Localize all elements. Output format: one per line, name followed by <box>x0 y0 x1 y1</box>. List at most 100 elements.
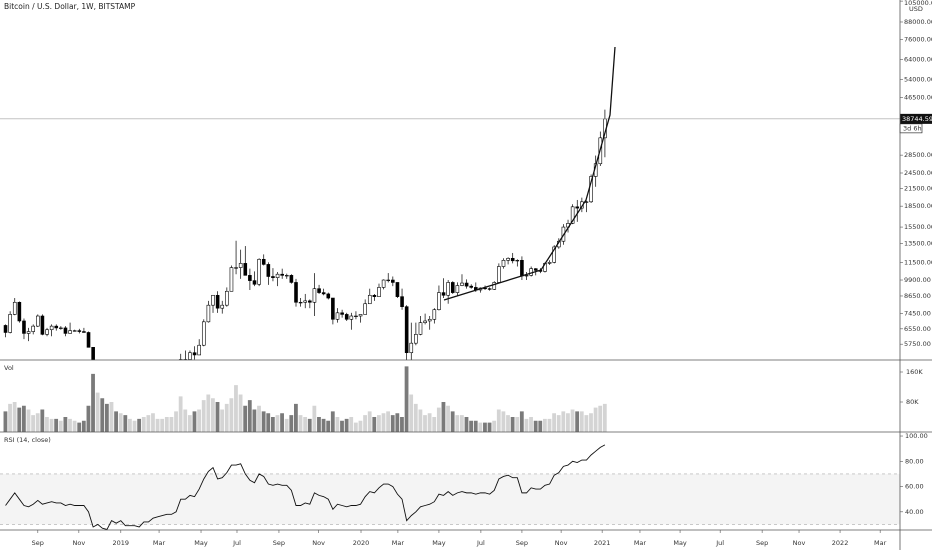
candle-body <box>45 329 49 335</box>
rsi-tick-label: 40.00 <box>905 508 924 516</box>
candle-body <box>252 280 257 285</box>
candle-body <box>225 290 229 306</box>
volume-bar <box>45 417 49 432</box>
volume-bar <box>294 403 298 432</box>
volume-bar <box>211 398 215 432</box>
candle-body <box>552 246 557 263</box>
rsi-band <box>0 473 900 525</box>
volume-bar <box>330 411 335 432</box>
candle-body <box>59 327 63 329</box>
x-tick-label: May <box>673 539 687 547</box>
candle-body <box>192 352 197 356</box>
volume-label: Vol <box>4 364 14 372</box>
candle-body <box>464 282 469 287</box>
volume-bar <box>404 366 409 432</box>
volume-bar <box>506 415 510 432</box>
volume-bar <box>95 392 100 432</box>
volume-bar <box>238 394 243 432</box>
volume-bar <box>118 413 123 432</box>
candle-body <box>220 304 225 309</box>
volume-bar <box>40 409 45 432</box>
volume-bar <box>515 417 520 432</box>
y-tick-label: 64000.00 <box>904 56 932 64</box>
rsi-line <box>5 444 606 530</box>
volume-bar <box>326 420 331 432</box>
volume-bar <box>58 420 63 432</box>
candle-body <box>234 267 238 269</box>
volume-bar <box>542 418 547 432</box>
candle-body <box>381 279 386 288</box>
volume-bar <box>307 418 312 432</box>
candle-body <box>437 292 441 311</box>
volume-bar <box>275 415 280 432</box>
rsi-label: RSI (14, close) <box>4 436 51 444</box>
candle-body <box>358 314 363 317</box>
candle-body <box>400 296 404 307</box>
volume-bar <box>598 405 603 432</box>
candle-body <box>86 332 91 348</box>
volume-bar <box>469 420 474 432</box>
candle-body <box>414 334 418 344</box>
volume-bar <box>100 398 105 432</box>
volume-bar <box>68 418 72 432</box>
y-tick-label: 6550.00 <box>904 325 931 333</box>
candle-body <box>455 285 460 293</box>
candle-body <box>8 314 12 333</box>
volume-bar <box>510 417 515 432</box>
candle-body <box>469 285 474 288</box>
volume-bar <box>160 418 165 432</box>
y-tick-label: 7450.00 <box>904 310 931 318</box>
candle-body <box>289 275 294 283</box>
candle-body <box>298 301 303 304</box>
x-tick-label: May <box>432 539 446 547</box>
candle-body <box>271 276 275 278</box>
volume-bar <box>31 415 35 432</box>
volume-bar <box>247 400 252 432</box>
rsi-tick-label: 80.00 <box>905 457 924 465</box>
candle-body <box>77 330 82 332</box>
volume-bar <box>298 415 303 432</box>
y-tick-label: 24500.00 <box>904 169 932 177</box>
candle-body <box>335 312 340 320</box>
volume-bar <box>455 415 460 432</box>
volume-bar <box>492 420 497 432</box>
candle-body <box>354 315 358 318</box>
candle-body <box>331 297 335 320</box>
volume-bar <box>312 405 317 432</box>
volume-bar <box>215 402 220 432</box>
volume-bar <box>579 411 584 432</box>
volume-bar <box>17 407 22 432</box>
x-tick-label: Jul <box>232 539 241 547</box>
candle-body <box>63 327 68 334</box>
candle-body <box>206 304 211 323</box>
x-tick-label: 2021 <box>594 539 611 547</box>
trend-drawing <box>443 46 616 301</box>
candle-body <box>460 282 464 286</box>
volume-bar <box>386 411 391 432</box>
volume-bar <box>432 417 437 432</box>
volume-bar <box>376 415 381 432</box>
y-tick-label: 88000.00 <box>904 18 932 26</box>
price-pane <box>0 109 900 360</box>
x-tick-label: Jul <box>715 539 724 547</box>
candle-body <box>49 325 54 331</box>
volume-bar <box>570 409 575 432</box>
candle-body <box>377 287 381 297</box>
last-price-tag <box>900 113 932 124</box>
volume-bar <box>538 420 543 432</box>
volume-bar <box>561 411 566 432</box>
volume-bar <box>63 417 68 432</box>
candle-body <box>243 263 248 276</box>
x-tick-label: May <box>194 539 208 547</box>
candle-body <box>280 273 284 276</box>
candle-body <box>575 206 580 209</box>
volume-bar <box>155 418 160 432</box>
candle-body <box>321 292 326 295</box>
x-tick-label: Sep <box>273 539 285 547</box>
candle-body <box>294 282 298 303</box>
candle-body <box>570 206 575 224</box>
candle-body <box>17 301 22 322</box>
volume-bar <box>183 409 188 432</box>
